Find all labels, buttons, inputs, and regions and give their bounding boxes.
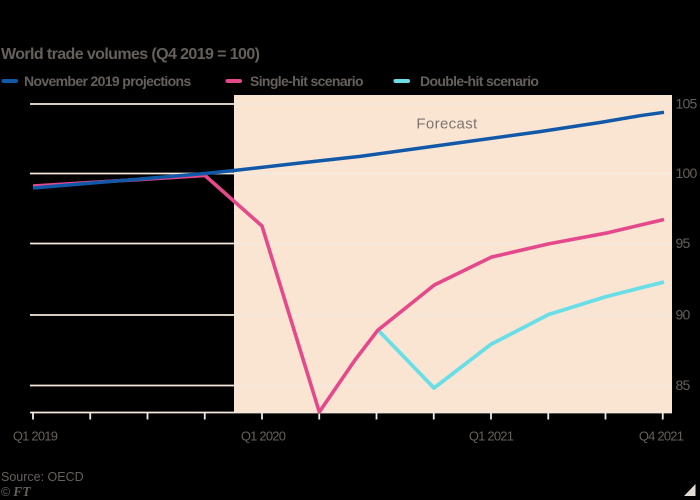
svg-text:100: 100 <box>676 165 698 181</box>
svg-text:85: 85 <box>676 377 691 393</box>
svg-text:90: 90 <box>676 307 691 323</box>
svg-text:Q1 2019: Q1 2019 <box>13 429 58 444</box>
svg-text:Double-hit scenario: Double-hit scenario <box>420 73 538 89</box>
svg-text:Q1 2020: Q1 2020 <box>241 429 286 444</box>
svg-text:World trade volumes (Q4 2019 =: World trade volumes (Q4 2019 = 100) <box>1 46 260 63</box>
svg-text:©FT: © FT <box>1 484 31 499</box>
svg-text:105: 105 <box>676 96 698 112</box>
svg-text:Forecast: Forecast <box>416 116 478 133</box>
svg-text:Single-hit scenario: Single-hit scenario <box>250 73 363 89</box>
svg-text:Q4 2021: Q4 2021 <box>639 429 684 444</box>
svg-text:Q1 2021: Q1 2021 <box>469 429 514 444</box>
svg-text:95: 95 <box>676 235 691 251</box>
svg-text:Source: OECD: Source: OECD <box>1 470 84 484</box>
svg-text:November 2019 projections: November 2019 projections <box>24 73 191 89</box>
